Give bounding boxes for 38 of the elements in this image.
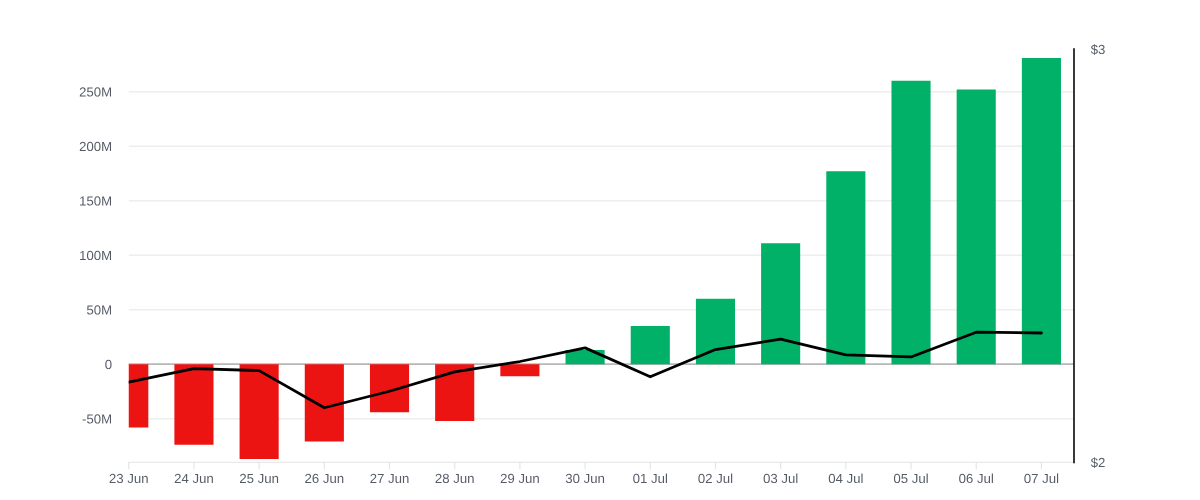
x-tick-label: 06 Jul [959, 473, 993, 484]
bar [761, 243, 801, 365]
x-tick-label: 01 Jul [633, 473, 667, 484]
y-tick-label: 50M [86, 305, 112, 315]
x-tick-label: 04 Jul [828, 473, 863, 484]
bar [956, 89, 996, 365]
y-tick-label: 250M [79, 87, 112, 97]
y-tick-label: 150M [80, 196, 112, 206]
bar [435, 364, 475, 421]
x-tick-label: 02 Jul [698, 473, 733, 484]
x-tick-label: 23 Jun [109, 473, 148, 484]
x-tick-label: 29 Jun [500, 473, 539, 484]
bar [826, 171, 866, 365]
y2-tick-label: $3 [1090, 44, 1105, 55]
x-tick-label: 28 Jun [435, 473, 474, 484]
bar [695, 298, 736, 365]
x-tick-label: 26 Jun [305, 473, 344, 484]
x-tick-label: 25 Jun [240, 473, 279, 484]
bar [239, 364, 279, 460]
bar [304, 364, 344, 442]
x-tick-label: 27 Jun [370, 473, 409, 484]
x-tick-label: 07 Jul [1024, 473, 1059, 484]
bar [630, 326, 670, 365]
y-tick-label: -50M [82, 414, 112, 424]
x-tick-label: 30 Jun [565, 473, 605, 484]
x-tick-label: 24 Jun [174, 473, 213, 484]
bar [174, 364, 214, 445]
y-tick-label: 200M [79, 141, 112, 152]
y-tick-label: 0 [105, 359, 112, 370]
bar [369, 364, 410, 413]
bar [891, 80, 931, 365]
bar [1021, 57, 1061, 365]
bar [500, 364, 540, 377]
x-tick-label: 05 Jul [893, 473, 928, 484]
y2-tick-label: $2 [1090, 457, 1105, 468]
line-series [128, 330, 1043, 410]
x-tick-label: 03 Jul [763, 473, 798, 484]
y-tick-label: 100M [80, 250, 112, 261]
